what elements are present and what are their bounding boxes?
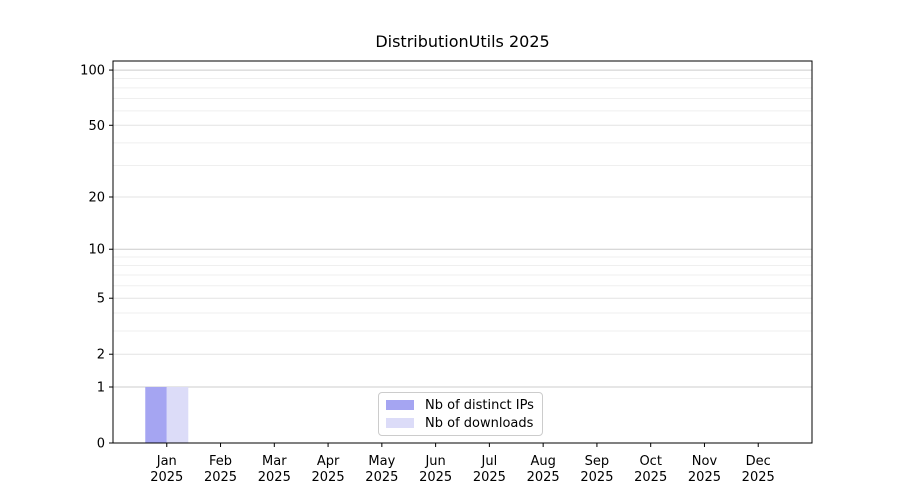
y-tick-label: 50: [88, 119, 105, 134]
x-tick-label: Jun 2025: [419, 454, 452, 485]
legend-label-downloads: Nb of downloads: [425, 415, 534, 431]
x-tick-label: Dec 2025: [742, 454, 775, 485]
x-tick-label: Nov 2025: [688, 454, 721, 485]
x-tick-label: Feb 2025: [204, 454, 237, 485]
legend: Nb of distinct IPs Nb of downloads: [378, 392, 543, 436]
x-tick-label: Oct 2025: [634, 454, 667, 485]
y-tick-label: 10: [88, 243, 105, 258]
legend-item-downloads: Nb of downloads: [386, 417, 535, 430]
y-tick-label: 1: [97, 380, 105, 395]
chart-title: DistributionUtils 2025: [375, 32, 550, 51]
legend-swatch-distinct-ips-icon: [386, 400, 414, 410]
legend-item-distinct-ips: Nb of distinct IPs: [386, 399, 535, 412]
legend-swatch-downloads-icon: [386, 418, 414, 428]
legend-label-distinct-ips: Nb of distinct IPs: [425, 397, 534, 413]
x-tick-label: Jul 2025: [473, 454, 506, 485]
x-tick-label: May 2025: [365, 454, 398, 485]
x-tick-label: Mar 2025: [258, 454, 291, 485]
y-tick-label: 2: [97, 348, 105, 363]
y-tick-label: 20: [88, 190, 105, 205]
bar-nb-of-distinct-ips-jan: [145, 386, 167, 443]
y-tick-label: 5: [97, 292, 105, 307]
x-tick-label: Aug 2025: [527, 454, 560, 485]
axes-spines: [112, 60, 813, 444]
x-tick-label: Apr 2025: [312, 454, 345, 485]
y-tick-label: 100: [80, 64, 105, 79]
x-tick-label: Jan 2025: [150, 454, 183, 485]
y-tick-label: 0: [97, 437, 105, 452]
bar-nb-of-downloads-jan: [166, 386, 189, 443]
x-tick-label: Sep 2025: [580, 454, 613, 485]
